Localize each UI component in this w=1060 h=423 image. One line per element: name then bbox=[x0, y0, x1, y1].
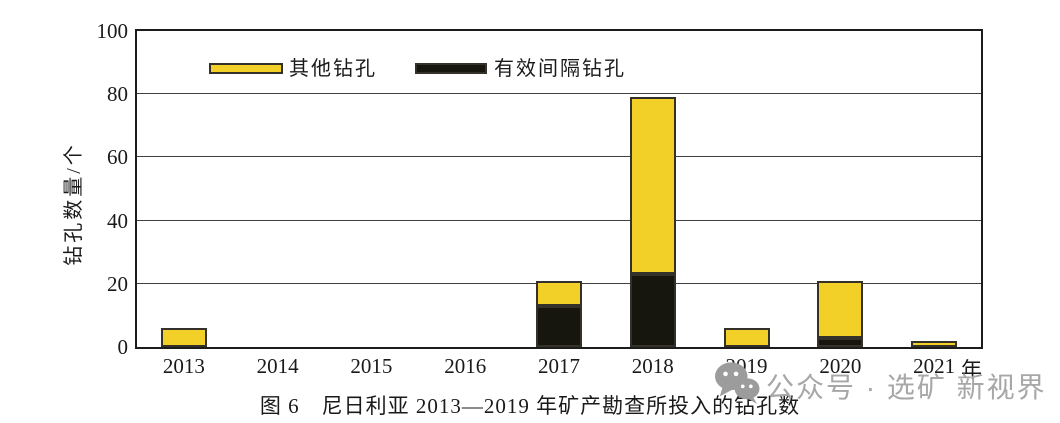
bar-segment-2021-s1 bbox=[911, 340, 958, 347]
bar-segment-2017-s0 bbox=[536, 305, 582, 347]
plot-area: 其他钻孔 有效间隔钻孔 bbox=[135, 29, 983, 349]
x-axis-unit-label: 年 bbox=[961, 358, 982, 382]
bar-segment-2019-s1 bbox=[723, 328, 770, 347]
x-tick-label-2018: 2018 bbox=[631, 354, 674, 378]
x-tick-label-2016: 2016 bbox=[444, 354, 487, 378]
bar-segment-2020-s0 bbox=[817, 337, 864, 347]
gridline-y80 bbox=[137, 93, 981, 95]
x-tick-label-2015: 2015 bbox=[350, 354, 393, 378]
y-tick-label-0: 0 bbox=[117, 335, 129, 359]
y-tick-label-60: 60 bbox=[107, 145, 128, 170]
bar-segment-2013-s1 bbox=[160, 328, 207, 347]
x-tick-label-2020: 2020 bbox=[819, 354, 862, 378]
y-tick-label-100: 100 bbox=[96, 19, 129, 43]
figure-caption: 图 6 尼日利亚 2013—2019 年矿产勘查所投入的钻孔数 bbox=[259, 394, 801, 418]
watermark: 公众号 · 选矿 新视界 bbox=[714, 361, 1047, 410]
y-tick-label-20: 20 bbox=[107, 271, 128, 296]
y-tick-label-40: 40 bbox=[107, 208, 128, 233]
x-tick-label-2017: 2017 bbox=[537, 354, 580, 378]
bar-segment-2018-s1 bbox=[629, 97, 676, 275]
x-tick-label-2013: 2013 bbox=[162, 354, 205, 378]
legend-label-other-holes: 其他钻孔 bbox=[289, 58, 377, 80]
bar-segment-2017-s1 bbox=[536, 280, 582, 306]
legend-swatch-other-holes bbox=[209, 63, 283, 74]
wechat-icon bbox=[714, 361, 760, 410]
x-tick-label-2014: 2014 bbox=[256, 354, 299, 378]
bar-segment-2020-s1 bbox=[817, 280, 864, 338]
gridline-y40 bbox=[137, 219, 981, 221]
bar-segment-2018-s0 bbox=[629, 274, 676, 347]
x-tick-label-2021: 2021 bbox=[913, 354, 956, 378]
y-tick-label-80: 80 bbox=[107, 82, 128, 107]
legend-label-effective-interval-holes: 有效间隔钻孔 bbox=[494, 58, 626, 80]
legend-swatch-effective-interval-holes bbox=[415, 63, 487, 74]
y-axis-title: 钻孔数量/个 bbox=[63, 142, 85, 266]
gridline-y60 bbox=[137, 156, 981, 158]
watermark-text: 公众号 · 选矿 新视界 bbox=[766, 371, 1047, 403]
